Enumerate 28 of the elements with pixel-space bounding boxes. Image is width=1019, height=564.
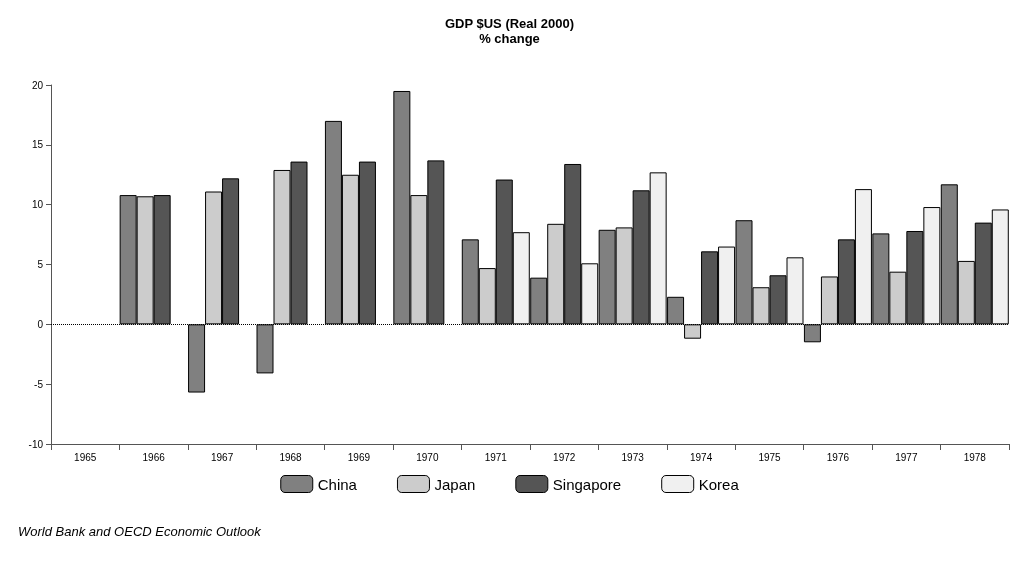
x-tick-label: 1977 [895,451,918,463]
legend-label: Korea [698,475,740,493]
x-tick-label: 1978 [963,451,987,463]
y-tick-label: -10 [28,438,44,450]
x-tick-label: 1968 [279,451,303,463]
y-tick-label: 15 [31,139,44,151]
x-tick-label: 1973 [621,451,645,463]
x-tick-label: 1965 [74,451,97,463]
x-tick-label: 1974 [689,451,713,463]
x-tick-label: 1971 [484,451,508,463]
x-tick-label: 1969 [347,451,371,463]
x-tick-label: 1972 [553,451,576,463]
legend-label: China [317,475,358,493]
y-tick-label: 5 [37,259,44,270]
x-tick-label: 1967 [210,451,234,463]
y-tick-label: 0 [37,318,44,330]
text: World Bank and OECD Economic Outlook [18,524,263,539]
legend-label: Singapore [552,475,622,493]
y-tick-label: 10 [31,199,44,211]
legend-label: Japan [434,475,476,493]
x-tick-label: 1970 [416,451,439,463]
y-tick-label: -5 [34,378,44,390]
y-tick-label: 20 [31,79,44,91]
chart-title: GDP $US (Real 2000) [444,16,575,31]
x-tick-label: 1975 [758,451,782,463]
chart-subtitle: % change [479,31,540,46]
x-tick-label: 1966 [142,451,166,463]
x-tick-label: 1976 [826,451,850,463]
